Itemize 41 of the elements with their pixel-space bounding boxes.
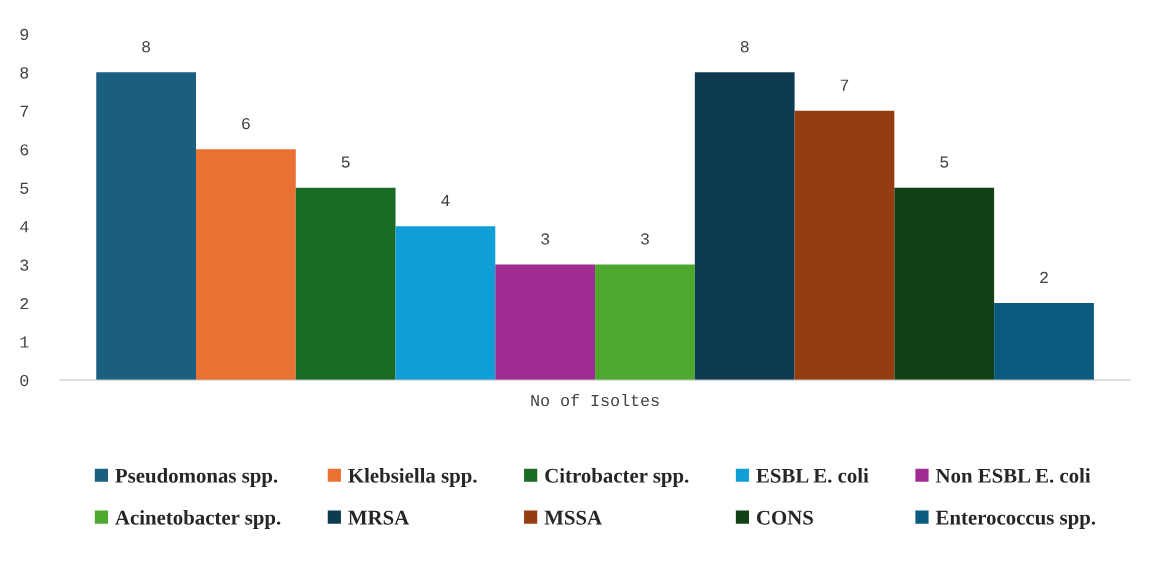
legend-label: Citrobacter spp. [545, 468, 689, 487]
legend-label: MRSA [348, 510, 410, 525]
legend-label: MSSA [544, 510, 602, 525]
data-label: 3 [541, 233, 550, 245]
y-tick-label: 9 [20, 28, 29, 41]
bar [595, 264, 695, 380]
y-tick-label: 5 [20, 182, 29, 194]
y-tick-label: 0 [20, 374, 29, 387]
y-tick-label: 6 [20, 144, 29, 156]
bar [495, 264, 596, 380]
bar [694, 72, 795, 380]
y-tick-label: 7 [20, 105, 28, 117]
bar [196, 149, 296, 380]
legend-label: Pseudomonas spp. [115, 468, 278, 487]
bar [295, 187, 396, 380]
bar [894, 187, 995, 380]
y-tick-label: 3 [20, 259, 29, 271]
legend-label: Klebsiella spp. [348, 468, 477, 487]
legend-label: Non ESBL E. coli [935, 468, 1091, 483]
data-label: 3 [640, 233, 649, 245]
x-tick-label: No of Isoltes [531, 393, 659, 407]
data-label: 8 [142, 41, 151, 53]
legend-label: ESBL E. coli [756, 468, 869, 483]
bar [96, 72, 197, 380]
data-label: 2 [1040, 271, 1048, 283]
data-label: 5 [341, 156, 350, 168]
bar [994, 303, 1094, 380]
y-tick-label: 4 [20, 221, 29, 233]
bar [395, 226, 496, 380]
y-tick-label: 2 [20, 297, 29, 310]
legend-label: Enterococcus spp. [935, 510, 1096, 529]
legend-label: Acinetobacter spp. [115, 510, 281, 529]
y-tick-label: 1 [20, 336, 29, 348]
bar [794, 110, 895, 380]
data-label: 8 [740, 41, 749, 53]
data-label: 4 [441, 195, 450, 207]
y-tick-label: 8 [20, 67, 29, 79]
data-label: 5 [940, 156, 949, 168]
data-label: 6 [242, 117, 250, 130]
legend-label: CONS [756, 510, 813, 525]
data-label: 7 [840, 79, 849, 91]
